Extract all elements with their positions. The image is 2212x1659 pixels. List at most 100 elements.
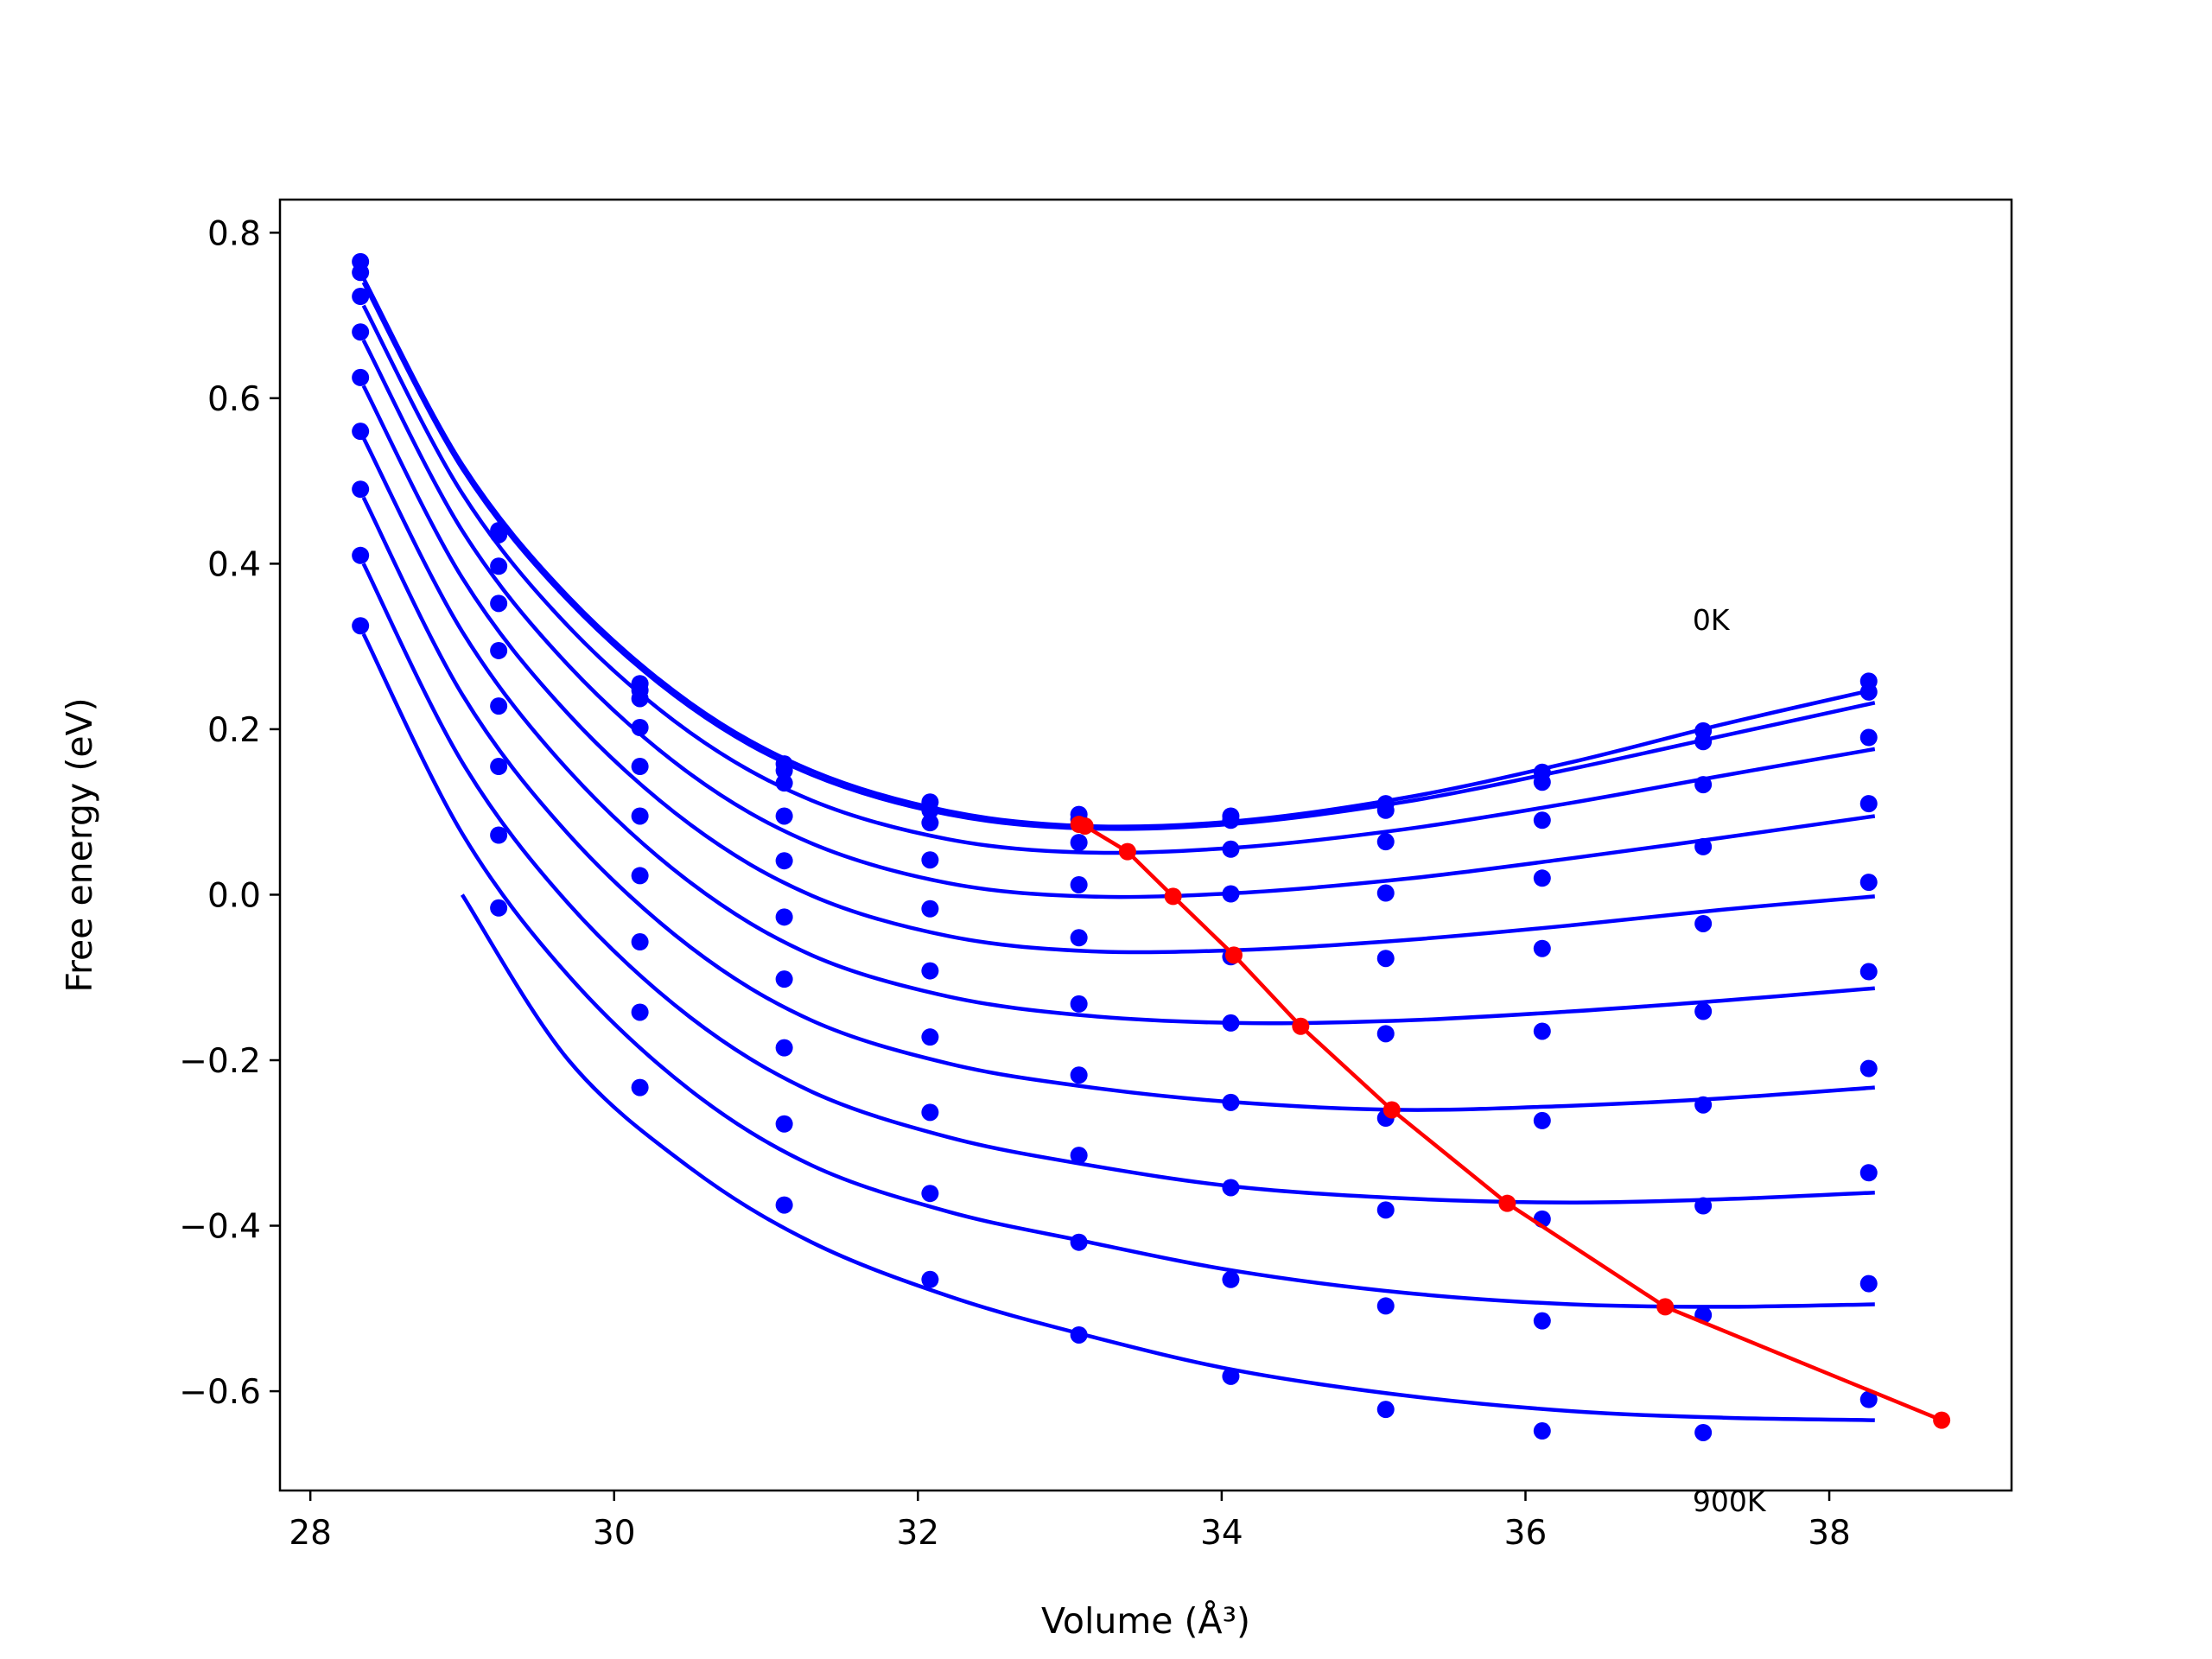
- minimum-path-point: [1164, 887, 1182, 906]
- minimum-path-point: [1292, 1017, 1310, 1035]
- isotherm-fit-line-6: [361, 496, 1875, 1112]
- data-point: [1070, 834, 1088, 852]
- data-point: [1222, 1014, 1240, 1032]
- data-point: [775, 1196, 793, 1214]
- data-point: [1222, 1367, 1240, 1385]
- data-point: [1070, 1325, 1088, 1344]
- data-point: [921, 814, 939, 832]
- data-point: [921, 1103, 939, 1122]
- y-axis-label: Free energy (eV): [59, 697, 100, 992]
- data-point: [775, 1039, 793, 1057]
- data-point: [1533, 1111, 1551, 1129]
- data-point: [352, 423, 370, 441]
- data-point: [1376, 833, 1395, 851]
- data-point: [775, 807, 793, 825]
- data-point: [1222, 885, 1240, 903]
- data-point: [1376, 884, 1395, 902]
- data-point: [921, 962, 939, 980]
- data-point: [1376, 1201, 1395, 1219]
- annotations: 0K 900K: [1693, 603, 1767, 1518]
- isotherm-fit-line-8: [361, 632, 1875, 1309]
- minimum-path-point: [1498, 1194, 1516, 1212]
- y-axis: −0.6 −0.4 −0.2 0.0 0.2 0.4 0.6 0.8: [179, 214, 280, 1412]
- data-point: [352, 323, 370, 341]
- data-point: [1694, 1096, 1713, 1114]
- x-tick-label: 28: [289, 1514, 332, 1553]
- minimum-path-point: [1224, 946, 1243, 964]
- data-point: [631, 1078, 649, 1096]
- data-point: [490, 758, 508, 776]
- data-point: [490, 594, 508, 613]
- isotherm-fit-line-1: [361, 281, 1876, 831]
- data-point: [1070, 929, 1088, 947]
- data-point: [1533, 1422, 1551, 1440]
- data-point: [1533, 869, 1551, 887]
- data-point: [1694, 776, 1713, 794]
- isotherm-fit-line-0: [361, 276, 1876, 829]
- data-point: [921, 851, 939, 869]
- data-point: [775, 852, 793, 870]
- data-point: [1859, 1274, 1878, 1293]
- y-tick-label: −0.2: [179, 1042, 261, 1081]
- data-point: [775, 908, 793, 926]
- data-point: [1070, 875, 1088, 893]
- data-point: [1859, 874, 1878, 892]
- minimum-path-point: [1382, 1101, 1401, 1119]
- data-point: [1376, 1297, 1395, 1315]
- x-tick-label: 30: [593, 1514, 636, 1553]
- data-point: [921, 801, 939, 819]
- data-point: [1859, 1390, 1878, 1408]
- data-point: [490, 641, 508, 659]
- minimum-path-point: [1656, 1298, 1675, 1316]
- data-point: [1859, 795, 1878, 813]
- data-point: [352, 546, 370, 564]
- data-point: [631, 719, 649, 737]
- temperature-annotation: 0K: [1693, 603, 1731, 637]
- x-tick-label: 36: [1504, 1514, 1548, 1553]
- y-tick-label: 0.0: [207, 876, 261, 915]
- data-point: [775, 1115, 793, 1133]
- data-point: [490, 525, 508, 543]
- isotherm-fit-line-3: [361, 339, 1876, 899]
- data-point: [1222, 840, 1240, 858]
- x-tick-label: 38: [1808, 1514, 1851, 1553]
- plot-area: [352, 252, 1951, 1441]
- data-point: [1859, 728, 1878, 747]
- data-point: [490, 697, 508, 715]
- data-point: [1533, 1312, 1551, 1330]
- data-point: [1694, 914, 1713, 932]
- data-point: [1694, 733, 1713, 751]
- data-point: [352, 264, 370, 282]
- x-tick-label: 32: [896, 1514, 939, 1553]
- y-tick-label: 0.4: [207, 545, 261, 584]
- data-point: [631, 758, 649, 776]
- data-point: [1694, 1197, 1713, 1215]
- data-point: [1694, 1423, 1713, 1441]
- minimum-path-point: [1933, 1411, 1951, 1429]
- data-point: [1376, 1025, 1395, 1043]
- temperature-annotation: 900K: [1693, 1484, 1767, 1518]
- data-point: [1859, 1059, 1878, 1077]
- data-point: [1533, 1022, 1551, 1040]
- data-point: [1070, 995, 1088, 1013]
- data-point: [1859, 683, 1878, 701]
- y-tick-label: 0.2: [207, 711, 261, 750]
- isotherm-fit-line-2: [361, 304, 1876, 855]
- data-point: [1859, 963, 1878, 981]
- data-point: [1376, 801, 1395, 819]
- data-point: [1694, 1002, 1713, 1020]
- data-point: [921, 1185, 939, 1203]
- y-tick-label: −0.4: [179, 1208, 261, 1247]
- data-point: [631, 1003, 649, 1021]
- y-tick-label: 0.8: [207, 214, 261, 253]
- x-axis-label: Volume (Å³): [1041, 1600, 1250, 1642]
- data-point: [490, 557, 508, 575]
- data-point: [921, 899, 939, 918]
- data-point: [490, 826, 508, 844]
- data-point: [921, 1270, 939, 1288]
- data-point: [1694, 837, 1713, 855]
- data-point: [1533, 939, 1551, 957]
- axes-frame: [278, 198, 2013, 1492]
- data-point: [1222, 811, 1240, 830]
- data-point: [1070, 1233, 1088, 1251]
